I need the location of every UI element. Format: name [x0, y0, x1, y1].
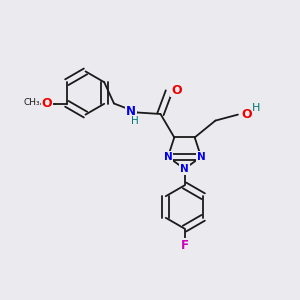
- Text: O: O: [242, 108, 252, 121]
- Text: N: N: [164, 152, 172, 162]
- Text: O: O: [171, 83, 182, 97]
- Text: O: O: [42, 97, 52, 110]
- Text: CH₃: CH₃: [23, 98, 40, 107]
- Text: H: H: [252, 103, 261, 113]
- Text: F: F: [181, 238, 188, 252]
- Text: N: N: [180, 164, 189, 174]
- Text: H: H: [131, 116, 139, 126]
- Text: N: N: [197, 152, 206, 162]
- Text: N: N: [126, 105, 136, 119]
